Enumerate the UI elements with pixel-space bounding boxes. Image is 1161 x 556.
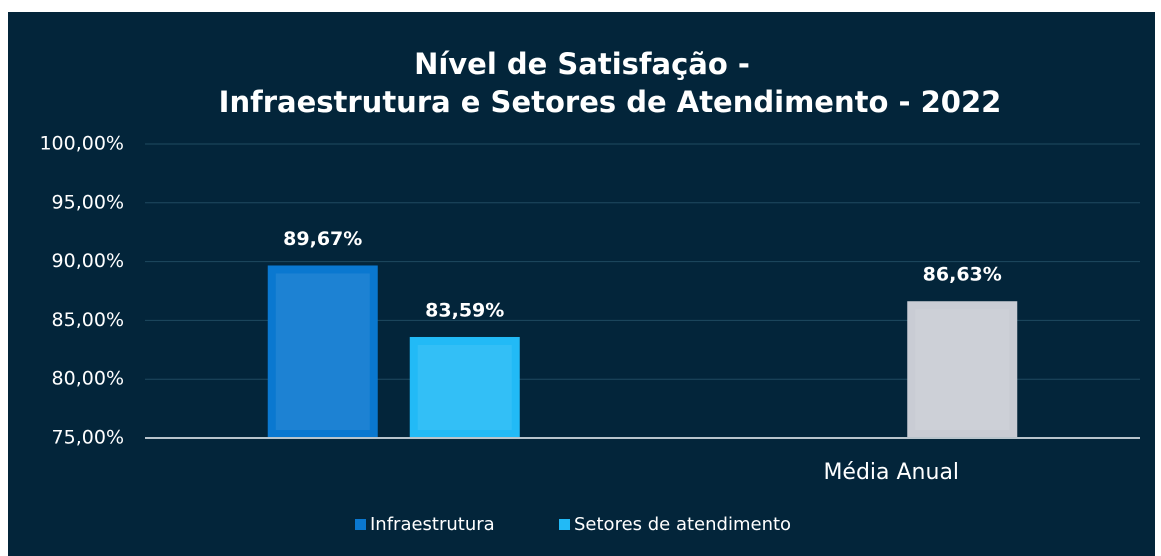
y-tick-label: 90,00% xyxy=(52,250,124,272)
data-label: 86,63% xyxy=(923,264,1002,286)
data-label: 89,67% xyxy=(283,228,362,250)
bar xyxy=(907,301,1018,438)
bar-highlight xyxy=(915,309,1010,430)
y-tick-label: 75,00% xyxy=(52,427,124,449)
chart-title: Nível de Satisfação - xyxy=(414,47,750,81)
bar-highlight xyxy=(417,344,512,430)
legend-label: Setores de atendimento xyxy=(574,514,791,535)
data-label: 83,59% xyxy=(425,299,504,321)
x-tick-label: Média Anual xyxy=(823,460,959,485)
legend-swatch xyxy=(355,519,366,530)
y-tick-label: 80,00% xyxy=(52,368,124,390)
y-tick-label: 100,00% xyxy=(39,133,124,155)
bar xyxy=(409,336,520,438)
chart-title: Infraestrutura e Setores de Atendimento … xyxy=(219,85,1002,119)
y-tick-label: 95,00% xyxy=(52,191,124,213)
chart-background xyxy=(8,12,1155,556)
y-tick-label: 85,00% xyxy=(52,309,124,331)
legend-swatch xyxy=(559,519,570,530)
bar xyxy=(267,265,378,438)
legend-label: Infraestrutura xyxy=(370,514,495,535)
bar-highlight xyxy=(275,273,370,430)
